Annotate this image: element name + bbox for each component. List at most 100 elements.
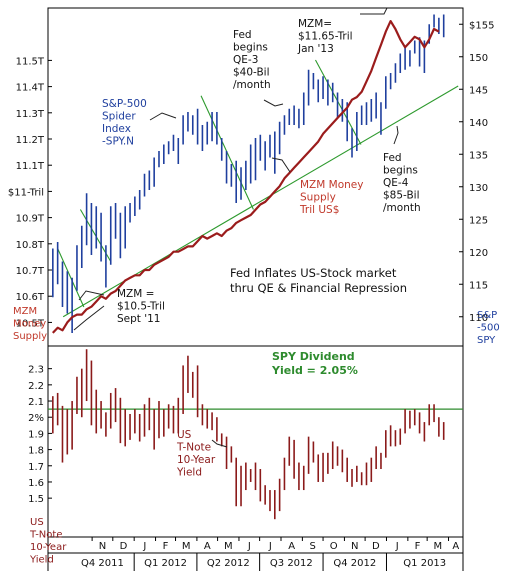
yield-axis-title-line-3: Yield bbox=[29, 555, 54, 566]
spy-axis-title-line-1: -500 bbox=[477, 323, 500, 334]
left-axis-tick-label: 11.4T bbox=[16, 83, 45, 94]
x-month-label: A bbox=[452, 541, 459, 552]
right-axis-tick-label: 125 bbox=[469, 215, 488, 226]
right-axis-tick-label: 140 bbox=[469, 118, 488, 129]
yield-axis-title-line-2: 10-Year bbox=[30, 542, 67, 553]
left-axis-tick-label: 10.6T bbox=[16, 292, 45, 303]
annotation-leader bbox=[78, 290, 105, 301]
qe3-annotation-line-0: Fed bbox=[233, 29, 252, 41]
yield-annotation-line-0: US bbox=[177, 429, 192, 441]
qe3-annotation-line-1: begins bbox=[233, 42, 268, 54]
annotation-leader bbox=[149, 112, 177, 121]
right-axis-tick-label: 145 bbox=[469, 85, 488, 96]
x-month-label: O bbox=[330, 541, 338, 552]
mzm-sep11-annotation-line-0: MZM = bbox=[117, 288, 154, 300]
x-month-label: J bbox=[395, 541, 399, 552]
qe4-annotation-line-1: begins bbox=[383, 165, 418, 177]
left-axis-tick-label: 11.5T bbox=[16, 56, 45, 67]
chart-labels: N D J F M A M J J A S O N D J F M AQ4 2011 Q1 2012 Q2 2012 Q… bbox=[8, 18, 500, 569]
right-axis-tick-label: 110 bbox=[469, 313, 488, 324]
yield-axis-title-line-1: T-Note bbox=[29, 530, 62, 541]
right-axis-tick-label: 120 bbox=[469, 248, 488, 259]
yield-axis-tick-label: 1.5 bbox=[28, 494, 44, 505]
left-axis-tick-label: 10.9T bbox=[16, 214, 45, 225]
x-month-label: A bbox=[288, 541, 295, 552]
x-month-label: S bbox=[310, 541, 316, 552]
x-month-label: J bbox=[247, 541, 251, 552]
mzm-annotation-line-2: Tril US$ bbox=[299, 204, 339, 216]
left-axis-tick-label: 11.2T bbox=[16, 135, 45, 146]
mzm-series bbox=[51, 20, 440, 334]
annotation-leader bbox=[73, 305, 105, 331]
qe4-annotation-line-2: QE-4 bbox=[383, 177, 409, 189]
x-quarter-label: Q4 2011 bbox=[81, 558, 124, 569]
x-month-label: A bbox=[204, 541, 211, 552]
right-axis-tick-label: 150 bbox=[469, 53, 488, 64]
annotation-leader bbox=[211, 439, 228, 448]
x-month-label: D bbox=[372, 541, 380, 552]
qe4-annotation-line-0: Fed bbox=[383, 152, 402, 164]
qe4-annotation-line-4: /month bbox=[383, 202, 421, 214]
spy-annotation-line-3: -SPY.N bbox=[102, 136, 134, 148]
left-axis-tick-label: 10.5T bbox=[16, 318, 45, 329]
mzm-jan13-annotation-line-0: MZM= bbox=[298, 18, 332, 30]
dividend-yield-label-line-1: Yield = 2.05% bbox=[271, 364, 358, 377]
annotation-leaders bbox=[73, 7, 399, 448]
yield-axis-tick-label: 1.8 bbox=[28, 446, 44, 457]
yield-axis-tick-label: 2.1 bbox=[28, 397, 44, 408]
qe3-annotation-line-2: QE-3 bbox=[233, 54, 258, 66]
x-month-label: F bbox=[415, 541, 421, 552]
x-month-label: N bbox=[99, 541, 106, 552]
x-quarter-label: Q1 2013 bbox=[403, 558, 446, 569]
annotation-leader bbox=[271, 157, 291, 173]
x-quarter-label: Q4 2012 bbox=[333, 558, 376, 569]
spy-annotation-line-1: Spider bbox=[102, 111, 136, 123]
mzm-sep11-annotation-line-1: $10.5-Tril bbox=[117, 301, 165, 313]
left-axis-tick-label: 11.3T bbox=[16, 109, 45, 120]
right-axis-tick-label: 115 bbox=[469, 280, 488, 291]
x-month-label: D bbox=[120, 541, 128, 552]
right-axis-tick-label: 130 bbox=[469, 183, 488, 194]
qe3-annotation-line-4: /month bbox=[233, 79, 271, 91]
annotation-leader bbox=[393, 125, 399, 145]
x-month-label: J bbox=[142, 541, 146, 552]
yield-axis-tick-label: 2.3 bbox=[28, 365, 44, 376]
x-month-label: N bbox=[351, 541, 358, 552]
plot-frames bbox=[47, 7, 464, 571]
trendline bbox=[57, 248, 85, 308]
yield-axis-tick-label: 1.9 bbox=[28, 429, 44, 440]
mzm-axis-title-line-2: Supply bbox=[13, 331, 47, 342]
headline-annotation-line-1: thru QE & Financial Repression bbox=[230, 281, 407, 295]
headline-annotation-line-0: Fed Inflates US-Stock market bbox=[230, 266, 397, 280]
mzm-line bbox=[51, 20, 440, 334]
right-axis-tick-label: $155 bbox=[469, 20, 494, 31]
mzm-axis-title-line-1: Money bbox=[13, 319, 46, 330]
yield-annotation-line-1: T-Note bbox=[176, 442, 211, 454]
x-quarter-label: Q1 2012 bbox=[144, 558, 187, 569]
left-axis-tick-label: 11.1T bbox=[16, 161, 45, 172]
x-quarter-label: Q3 2012 bbox=[270, 558, 313, 569]
right-axis-tick-label: 135 bbox=[469, 150, 488, 161]
spy-axis-title-line-0: S&P bbox=[477, 310, 497, 321]
annotation-leader bbox=[263, 99, 284, 107]
x-month-label: F bbox=[163, 541, 169, 552]
yield-axis-tick-label: 1.7 bbox=[28, 462, 44, 473]
x-month-label: M bbox=[182, 541, 191, 552]
mzm-jan13-annotation-line-1: $11.65-Tril bbox=[298, 31, 353, 43]
yield-axis-title-line-0: US bbox=[30, 517, 44, 528]
yield-axis-tick-label: 2.2 bbox=[28, 381, 44, 392]
qe3-annotation-line-3: $40-Bil bbox=[233, 67, 270, 79]
spy-annotation-line-2: Index bbox=[102, 123, 131, 135]
qe4-annotation-line-3: $85-Bil bbox=[383, 190, 420, 202]
x-quarter-label: Q2 2012 bbox=[207, 558, 250, 569]
mzm-jan13-annotation-line-2: Jan '13 bbox=[297, 43, 334, 55]
mzm-sep11-annotation-line-2: Sept '11 bbox=[117, 313, 161, 325]
yield-axis-tick-label: 2% bbox=[28, 413, 44, 424]
x-month-label: M bbox=[224, 541, 233, 552]
spy-axis-title-line-2: SPY bbox=[477, 335, 496, 346]
mzm-annotation-line-0: MZM Money bbox=[300, 179, 363, 191]
lower-plot-frame bbox=[47, 345, 464, 538]
yield-bars bbox=[52, 349, 445, 520]
